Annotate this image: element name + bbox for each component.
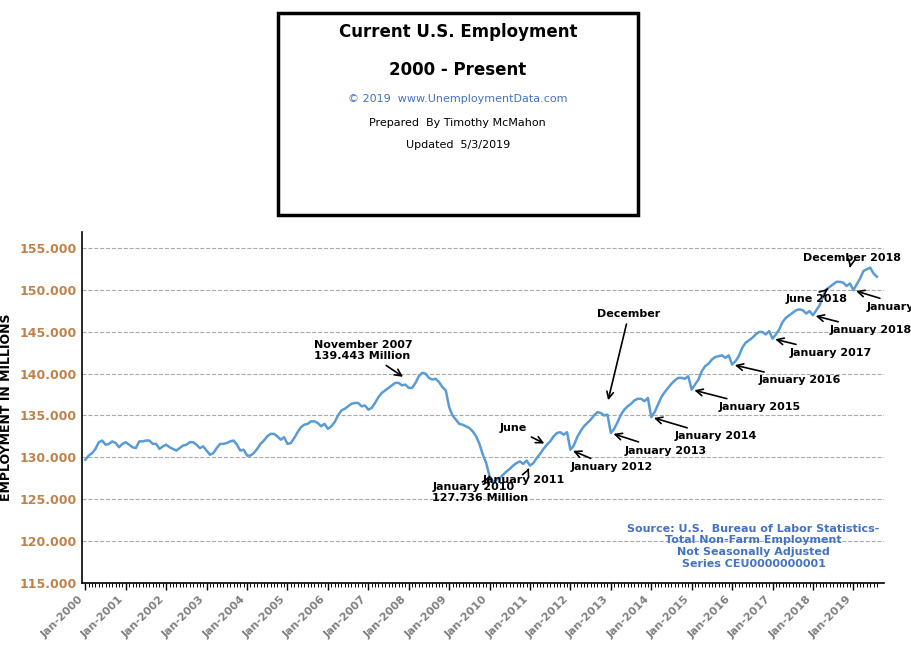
Text: January 2010
127.736 Million: January 2010 127.736 Million xyxy=(433,477,528,503)
Text: Current U.S. Employment: Current U.S. Employment xyxy=(339,23,577,41)
Text: November 2007
139.443 Million: November 2007 139.443 Million xyxy=(314,340,413,376)
Text: December 2018: December 2018 xyxy=(803,254,901,267)
Text: 2000 - Present: 2000 - Present xyxy=(389,61,527,79)
Text: December: December xyxy=(598,308,660,399)
Text: January 2017: January 2017 xyxy=(777,338,872,358)
Text: January 2018: January 2018 xyxy=(817,315,911,335)
Text: Updated  5/3/2019: Updated 5/3/2019 xyxy=(405,140,510,150)
Text: June 2018: June 2018 xyxy=(786,289,848,304)
Text: January 2014: January 2014 xyxy=(656,417,757,442)
Text: June: June xyxy=(499,423,543,443)
Text: Prepared  By Timothy McMahon: Prepared By Timothy McMahon xyxy=(369,118,547,128)
Text: © 2019  www.UnemploymentData.com: © 2019 www.UnemploymentData.com xyxy=(348,94,568,104)
Text: January 2011: January 2011 xyxy=(483,469,565,485)
Text: January 2013: January 2013 xyxy=(615,434,706,455)
Text: January 2016: January 2016 xyxy=(737,364,842,385)
Text: January 2015: January 2015 xyxy=(696,389,801,412)
Text: January 2019: January 2019 xyxy=(858,291,911,312)
Text: Source: U.S.  Bureau of Labor Statistics-
Total Non-Farm Employment
Not Seasonal: Source: U.S. Bureau of Labor Statistics-… xyxy=(628,524,880,569)
Text: January 2012: January 2012 xyxy=(570,451,652,472)
Y-axis label: EMPLOYMENT IN MILLIONS: EMPLOYMENT IN MILLIONS xyxy=(0,313,13,501)
